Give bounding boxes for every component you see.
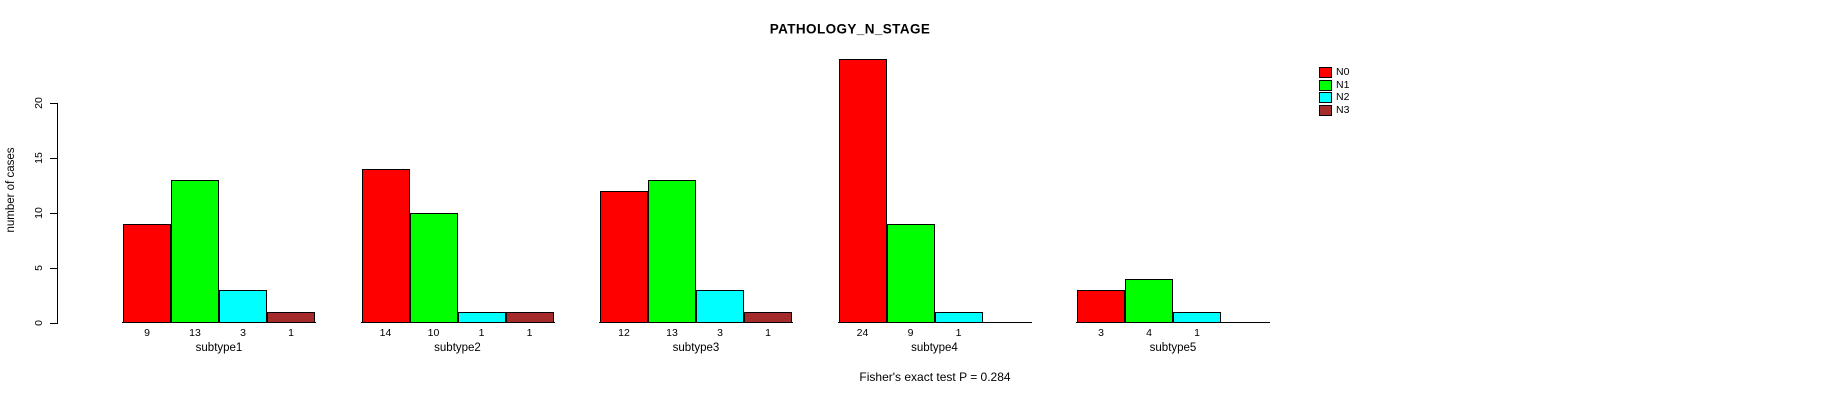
legend-label-n1: N1 bbox=[1336, 78, 1350, 91]
legend-swatch-n1 bbox=[1319, 79, 1332, 91]
bar-value-label: 9 bbox=[907, 327, 914, 339]
y-tick-label: 20 bbox=[33, 97, 45, 109]
y-tick-label: 10 bbox=[33, 207, 45, 219]
y-tick bbox=[50, 158, 57, 159]
chart-title: PATHOLOGY_N_STAGE bbox=[769, 21, 931, 37]
bar-n3 bbox=[267, 312, 315, 323]
bar-value-label: 3 bbox=[717, 327, 723, 339]
legend-swatch-n3 bbox=[1319, 105, 1332, 117]
bar-n1 bbox=[409, 213, 458, 323]
category-label: subtype1 bbox=[195, 342, 243, 354]
y-tick-label: 5 bbox=[33, 265, 45, 271]
bar-n3 bbox=[505, 312, 554, 323]
legend-label-n2: N2 bbox=[1336, 91, 1350, 104]
bar-n0 bbox=[1077, 290, 1125, 323]
y-tick-label: 15 bbox=[33, 152, 45, 164]
y-tick-label: 0 bbox=[33, 320, 45, 326]
bar-n2 bbox=[219, 290, 267, 323]
bar-n2 bbox=[457, 312, 506, 323]
bar-n0 bbox=[361, 169, 410, 323]
bar-n1 bbox=[171, 180, 219, 323]
bar-n2 bbox=[696, 290, 744, 323]
bar-value-label: 1 bbox=[955, 327, 962, 339]
bar-value-label: 3 bbox=[240, 327, 246, 339]
bar-value-label: 3 bbox=[1098, 327, 1104, 339]
legend-label-n0: N0 bbox=[1336, 66, 1350, 78]
bar-n1 bbox=[648, 180, 696, 323]
y-axis-line bbox=[57, 103, 58, 324]
category-label: subtype4 bbox=[911, 342, 958, 354]
bar-value-label: 1 bbox=[1194, 327, 1200, 339]
bar-value-label: 1 bbox=[765, 327, 771, 339]
bar-value-label: 1 bbox=[478, 327, 485, 339]
category-label: subtype5 bbox=[1149, 342, 1197, 354]
y-tick bbox=[50, 323, 57, 324]
bar-value-label: 1 bbox=[526, 327, 533, 339]
bar-n2 bbox=[1173, 312, 1221, 323]
y-tick bbox=[50, 103, 57, 104]
bar-n0 bbox=[838, 59, 887, 323]
bar-value-label: 13 bbox=[666, 327, 678, 339]
legend-swatch-n0 bbox=[1319, 67, 1332, 78]
legend-label-n3: N3 bbox=[1336, 104, 1350, 117]
bar-n1 bbox=[886, 224, 935, 323]
bar-n0 bbox=[123, 224, 171, 323]
bar-value-label: 4 bbox=[1146, 327, 1152, 339]
bar-value-label: 10 bbox=[427, 327, 440, 339]
category-label: subtype3 bbox=[672, 342, 720, 354]
bar-value-label: 1 bbox=[288, 327, 294, 339]
bar-value-label: 9 bbox=[144, 327, 150, 339]
y-tick bbox=[50, 268, 57, 269]
fisher-test-annotation: Fisher's exact test P = 0.284 bbox=[859, 370, 1011, 384]
bar-value-label: 14 bbox=[379, 327, 392, 339]
legend-swatch-n2 bbox=[1319, 92, 1332, 104]
bar-value-label: 24 bbox=[856, 327, 869, 339]
category-label: subtype2 bbox=[434, 342, 481, 354]
bar-n0 bbox=[600, 191, 648, 323]
bar-value-label: 13 bbox=[189, 327, 201, 339]
bar-n1 bbox=[1125, 279, 1173, 323]
bar-n3 bbox=[744, 312, 792, 323]
bar-value-label: 12 bbox=[618, 327, 630, 339]
bar-n2 bbox=[934, 312, 983, 323]
y-tick bbox=[50, 213, 57, 214]
